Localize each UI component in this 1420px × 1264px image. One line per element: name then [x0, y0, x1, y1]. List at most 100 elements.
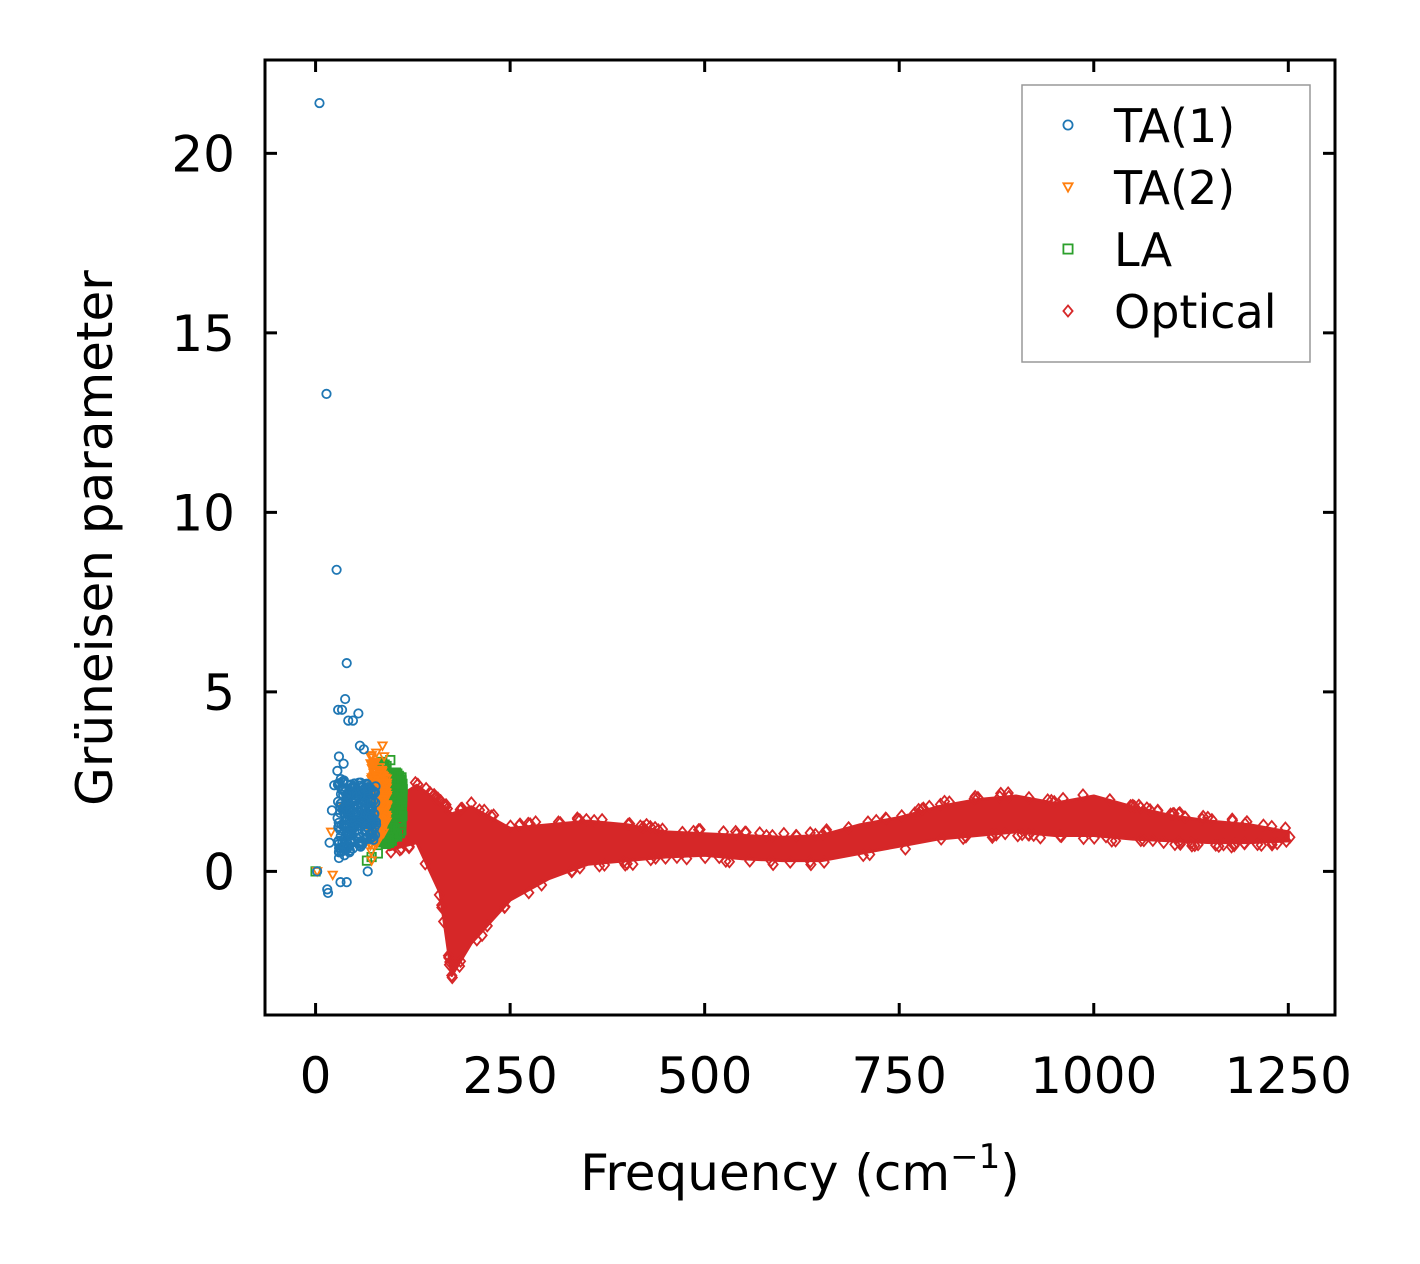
optical-point: [1251, 837, 1264, 852]
optical-point: [1147, 833, 1159, 848]
ta-1-point: [333, 751, 345, 762]
optical-point: [566, 863, 578, 878]
optical-point: [994, 786, 1007, 801]
optical-point: [644, 819, 657, 834]
optical-point: [529, 815, 542, 829]
ta-1-point: [341, 658, 352, 669]
ta-2-point: [370, 748, 383, 759]
optical-point: [1023, 790, 1035, 805]
optical-point: [403, 840, 415, 855]
ta-1-point: [312, 866, 323, 877]
optical-point: [1239, 816, 1251, 831]
x-tick-label: 1250: [1225, 1047, 1352, 1105]
ta-2-point: [373, 807, 385, 818]
optical-point: [394, 842, 406, 857]
optical-point: [435, 898, 448, 913]
optical-point: [842, 820, 855, 835]
ta-1-point: [355, 841, 366, 852]
optical-point: [433, 888, 446, 902]
ta-1-point: [334, 778, 345, 789]
ta-1-point: [349, 778, 360, 789]
optical-point: [1077, 831, 1090, 846]
ta-1-point: [363, 805, 374, 816]
optical-point: [879, 811, 892, 826]
ta-1-point: [329, 780, 340, 791]
ta-1-point: [353, 708, 364, 719]
optical-point: [455, 801, 467, 816]
optical-point: [1045, 793, 1058, 808]
ta-1-point: [324, 837, 335, 848]
optical-point: [1192, 837, 1204, 852]
optical-point: [999, 826, 1011, 841]
optical-point: [1202, 810, 1214, 825]
x-tick-label: 750: [851, 1047, 946, 1105]
y-tick-label: 15: [171, 305, 235, 363]
ta-1-point: [338, 758, 349, 769]
legend-items: TA(1) TA(2) LA Optical: [1061, 99, 1276, 339]
optical-point: [720, 854, 732, 869]
la-point: [391, 775, 402, 786]
optical-point: [935, 832, 947, 846]
optical-point: [1011, 828, 1024, 843]
optical-point: [420, 781, 432, 796]
optical-point: [478, 803, 491, 818]
ta-1-point: [321, 388, 332, 399]
optical-point: [671, 850, 683, 865]
legend-marker-la: [1062, 243, 1074, 255]
optical-point: [1002, 789, 1015, 804]
ta-2-point: [365, 856, 378, 867]
ta-1-point: [341, 877, 352, 888]
optical-point: [385, 845, 397, 859]
optical-point: [593, 858, 606, 873]
optical-point: [960, 829, 972, 844]
optical-point: [1179, 810, 1192, 825]
ta-1-point: [326, 805, 338, 816]
ta-1-point: [347, 715, 359, 726]
optical-point: [644, 852, 657, 867]
optical-point: [504, 819, 517, 834]
ta-2-point: [377, 794, 390, 806]
ta-1-point: [343, 715, 354, 726]
ta-1-point: [335, 877, 346, 888]
ta-1-point: [332, 796, 344, 807]
optical-point: [1144, 802, 1156, 817]
ta-1-point: [355, 837, 366, 848]
ta-2-point: [325, 827, 337, 838]
optical-point: [1138, 833, 1150, 848]
legend-entry-ta-1: TA(1): [1062, 99, 1235, 153]
optical-point: [1284, 830, 1296, 845]
optical-point: [943, 795, 956, 809]
optical-point: [1225, 839, 1238, 854]
la-point: [394, 828, 405, 839]
optical-point: [938, 794, 951, 809]
optical-point: [916, 802, 928, 817]
optical-point: [676, 825, 689, 840]
ta-1-point: [365, 811, 376, 822]
optical-point: [784, 855, 796, 869]
ta-1-point: [368, 813, 379, 824]
optical-point: [623, 816, 636, 831]
ta-1-point: [333, 852, 345, 864]
legend-label-optical: Optical: [1114, 285, 1276, 339]
optical-point: [1206, 812, 1218, 827]
optical-point: [580, 812, 593, 827]
optical-point: [934, 797, 947, 812]
optical-point: [1041, 793, 1054, 807]
optical-point: [713, 850, 726, 865]
optical-point: [1169, 837, 1181, 852]
ta-2-point: [326, 870, 339, 882]
ta-2-point: [381, 778, 393, 790]
ta-1-point: [335, 825, 346, 836]
legend-entry-la: LA: [1062, 223, 1173, 277]
optical-point: [487, 808, 500, 822]
y-tick-label: 0: [203, 843, 235, 901]
optical-point: [1124, 798, 1137, 813]
optical-point: [443, 957, 456, 972]
ta-1-point: [340, 693, 351, 705]
optical-band: [388, 783, 1290, 978]
ta-2-point: [365, 751, 378, 762]
optical-point: [790, 828, 802, 843]
ta-1-point: [368, 834, 379, 845]
la-point: [396, 794, 408, 805]
ta-1-point: [369, 829, 381, 841]
